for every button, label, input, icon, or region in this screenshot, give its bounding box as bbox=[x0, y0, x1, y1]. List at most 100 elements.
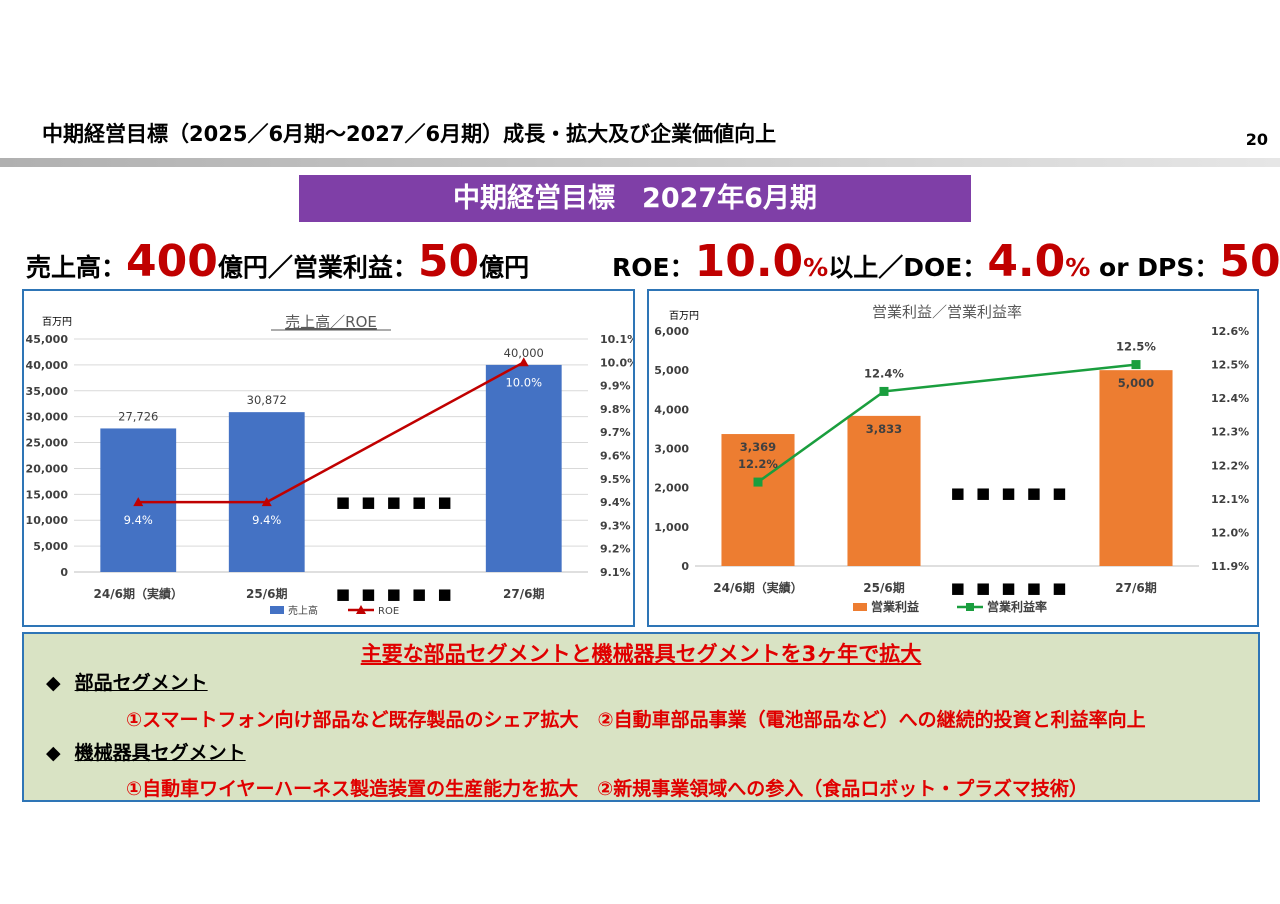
line-series bbox=[138, 361, 525, 504]
target-label-doe: 以上／DOE： bbox=[828, 253, 988, 282]
y-tick-label-right: 9.5% bbox=[600, 473, 631, 486]
target-value-profit: 50 bbox=[417, 236, 480, 287]
target-label-dps: or DPS： bbox=[1090, 253, 1220, 282]
y-tick-label-left: 0 bbox=[60, 566, 68, 579]
parts-segment-label: ◆ 部品セグメント bbox=[46, 668, 208, 695]
page-title: 中期経営目標（2025／6月期～2027／6月期）成長・拡大及び企業価値向上 bbox=[42, 122, 777, 146]
y-tick-label-right: 9.2% bbox=[600, 543, 631, 556]
y-tick-label-right: 12.3% bbox=[1211, 426, 1249, 439]
y-tick-label-right: 12.0% bbox=[1211, 526, 1249, 539]
targets-sales-profit: 売上高：400億円／営業利益：50億円 bbox=[26, 236, 529, 287]
y-tick-label-right: 9.7% bbox=[600, 426, 631, 439]
operating-profit-chart-svg: 営業利益／営業利益率 百万円 0 1,000 2,000 3,000 4,000 5,000 6… bbox=[654, 303, 1249, 614]
unit-label: 百万円 bbox=[42, 316, 72, 328]
x-tick-label: ■ ■ ■ ■ ■ bbox=[336, 585, 455, 603]
targets-roe-doe-dps: ROE：10.0%以上／DOE：4.0% or DPS：50% bbox=[612, 236, 1280, 287]
placeholder-dots: ■ ■ ■ ■ ■ bbox=[336, 493, 455, 511]
y-tick-label-right: 10.1% bbox=[600, 333, 633, 346]
bar-data-label: 40,000 bbox=[504, 346, 544, 360]
legend-label-bar: 営業利益 bbox=[871, 599, 919, 614]
line-point bbox=[879, 386, 889, 396]
y-tick-label-right: 9.9% bbox=[600, 380, 631, 393]
x-tick-label: ■ ■ ■ ■ ■ bbox=[951, 579, 1070, 597]
bar-data-label: 27,726 bbox=[118, 409, 158, 423]
chart-title: 売上高／ROE bbox=[285, 313, 377, 331]
operating-profit-chart: 営業利益／営業利益率 百万円 0 1,000 2,000 3,000 4,000 5,000 6… bbox=[647, 289, 1259, 627]
line-point bbox=[261, 497, 272, 507]
legend-marker bbox=[356, 605, 366, 614]
bar-data-label: 5,000 bbox=[1118, 376, 1154, 390]
line-data-label: 9.4% bbox=[124, 513, 153, 527]
bar bbox=[1099, 370, 1173, 566]
target-pct-doe: % bbox=[1065, 253, 1091, 282]
y-tick-label-left: 6,000 bbox=[654, 325, 689, 338]
diamond-bullet-icon: ◆ bbox=[46, 742, 61, 764]
segment-expansion-panel: 主要な部品セグメントと機械器具セグメントを3ヶ年で拡大 ◆ 部品セグメント ①スマ… bbox=[22, 632, 1260, 802]
y-tick-label-right: 12.5% bbox=[1211, 359, 1249, 372]
y-tick-label-left: 0 bbox=[681, 560, 689, 573]
target-label-profit: 億円／営業利益： bbox=[217, 253, 418, 282]
y-tick-label-left: 15,000 bbox=[26, 488, 69, 501]
line-point bbox=[1131, 360, 1141, 370]
y-tick-label-left: 3,000 bbox=[654, 443, 689, 456]
line-series bbox=[757, 363, 1137, 484]
line-point bbox=[518, 357, 529, 367]
y-tick-label-right: 9.3% bbox=[600, 519, 631, 532]
placeholder-dots: ■ ■ ■ ■ ■ bbox=[951, 484, 1070, 502]
y-tick-label-right: 10.0% bbox=[600, 356, 633, 369]
legend-swatch-bar bbox=[853, 603, 867, 611]
y-tick-label-left: 5,000 bbox=[654, 364, 689, 377]
title-rule bbox=[0, 158, 1280, 167]
y-tick-label-right: 9.4% bbox=[600, 496, 631, 509]
line-data-label: 9.4% bbox=[252, 513, 281, 527]
sales-roe-chart: 売上高／ROE 百万円 0 5,000 10,000 15,000 20,000 25,000… bbox=[22, 289, 635, 627]
target-value-dps: 50 bbox=[1219, 236, 1280, 287]
target-pct-roe: % bbox=[803, 253, 829, 282]
y-tick-label-left: 20,000 bbox=[26, 462, 69, 475]
line-data-label: 12.4% bbox=[864, 366, 904, 380]
target-unit-profit: 億円 bbox=[479, 253, 530, 282]
y-tick-label-right: 9.1% bbox=[600, 566, 631, 579]
legend-swatch-bar bbox=[270, 606, 284, 614]
line-point bbox=[753, 477, 763, 487]
y-tick-label-right: 9.8% bbox=[600, 403, 631, 416]
y-tick-label-left: 25,000 bbox=[26, 437, 69, 450]
legend-label-bar: 売上高 bbox=[288, 604, 318, 617]
goal-banner: 中期経営目標 2027年6月期 bbox=[299, 175, 971, 222]
y-tick-label-left: 30,000 bbox=[26, 411, 69, 424]
bar-data-label: 3,369 bbox=[740, 440, 776, 454]
target-value-sales: 400 bbox=[126, 236, 218, 287]
bar-data-label: 30,872 bbox=[247, 393, 287, 407]
bar bbox=[721, 434, 795, 566]
bar bbox=[228, 412, 305, 572]
y-tick-label-right: 11.9% bbox=[1211, 560, 1249, 573]
chart-title: 営業利益／営業利益率 bbox=[872, 303, 1022, 321]
y-tick-label-right: 12.4% bbox=[1211, 392, 1249, 405]
legend-label-line: 営業利益率 bbox=[987, 599, 1047, 614]
machinery-segment-label: ◆ 機械器具セグメント bbox=[46, 738, 246, 765]
parts-segment-detail: ①スマートフォン向け部品など既存製品のシェア拡大 ②自動車部品事業（電池部品など… bbox=[126, 709, 1146, 731]
line-data-label: 12.5% bbox=[1116, 340, 1156, 354]
y-tick-label-left: 40,000 bbox=[26, 359, 69, 372]
y-tick-label-left: 1,000 bbox=[654, 521, 689, 534]
x-tick-label: 25/6期 bbox=[863, 580, 904, 595]
y-tick-label-left: 35,000 bbox=[26, 385, 69, 398]
y-tick-label-right: 9.6% bbox=[600, 450, 631, 463]
y-tick-label-left: 10,000 bbox=[26, 514, 69, 527]
bar bbox=[847, 415, 921, 566]
y-tick-label-right: 12.6% bbox=[1211, 325, 1249, 338]
machinery-segment-title: 機械器具セグメント bbox=[74, 742, 246, 764]
x-tick-label: 27/6期 bbox=[1115, 580, 1156, 595]
y-tick-label-right: 12.2% bbox=[1211, 459, 1249, 472]
line-point bbox=[133, 497, 144, 507]
y-tick-label-left: 4,000 bbox=[654, 403, 689, 416]
bar bbox=[485, 364, 562, 572]
line-data-label: 12.2% bbox=[738, 457, 778, 471]
parts-segment-title: 部品セグメント bbox=[74, 672, 208, 694]
y-tick-label-left: 2,000 bbox=[654, 482, 689, 495]
x-tick-label: 24/6期（実績） bbox=[94, 586, 183, 601]
target-value-roe: 10.0 bbox=[694, 236, 804, 287]
sales-roe-chart-svg: 売上高／ROE 百万円 0 5,000 10,000 15,000 20,000 25,000… bbox=[26, 313, 633, 617]
line-data-label: 10.0% bbox=[505, 375, 542, 389]
y-tick-label-left: 5,000 bbox=[33, 540, 68, 553]
